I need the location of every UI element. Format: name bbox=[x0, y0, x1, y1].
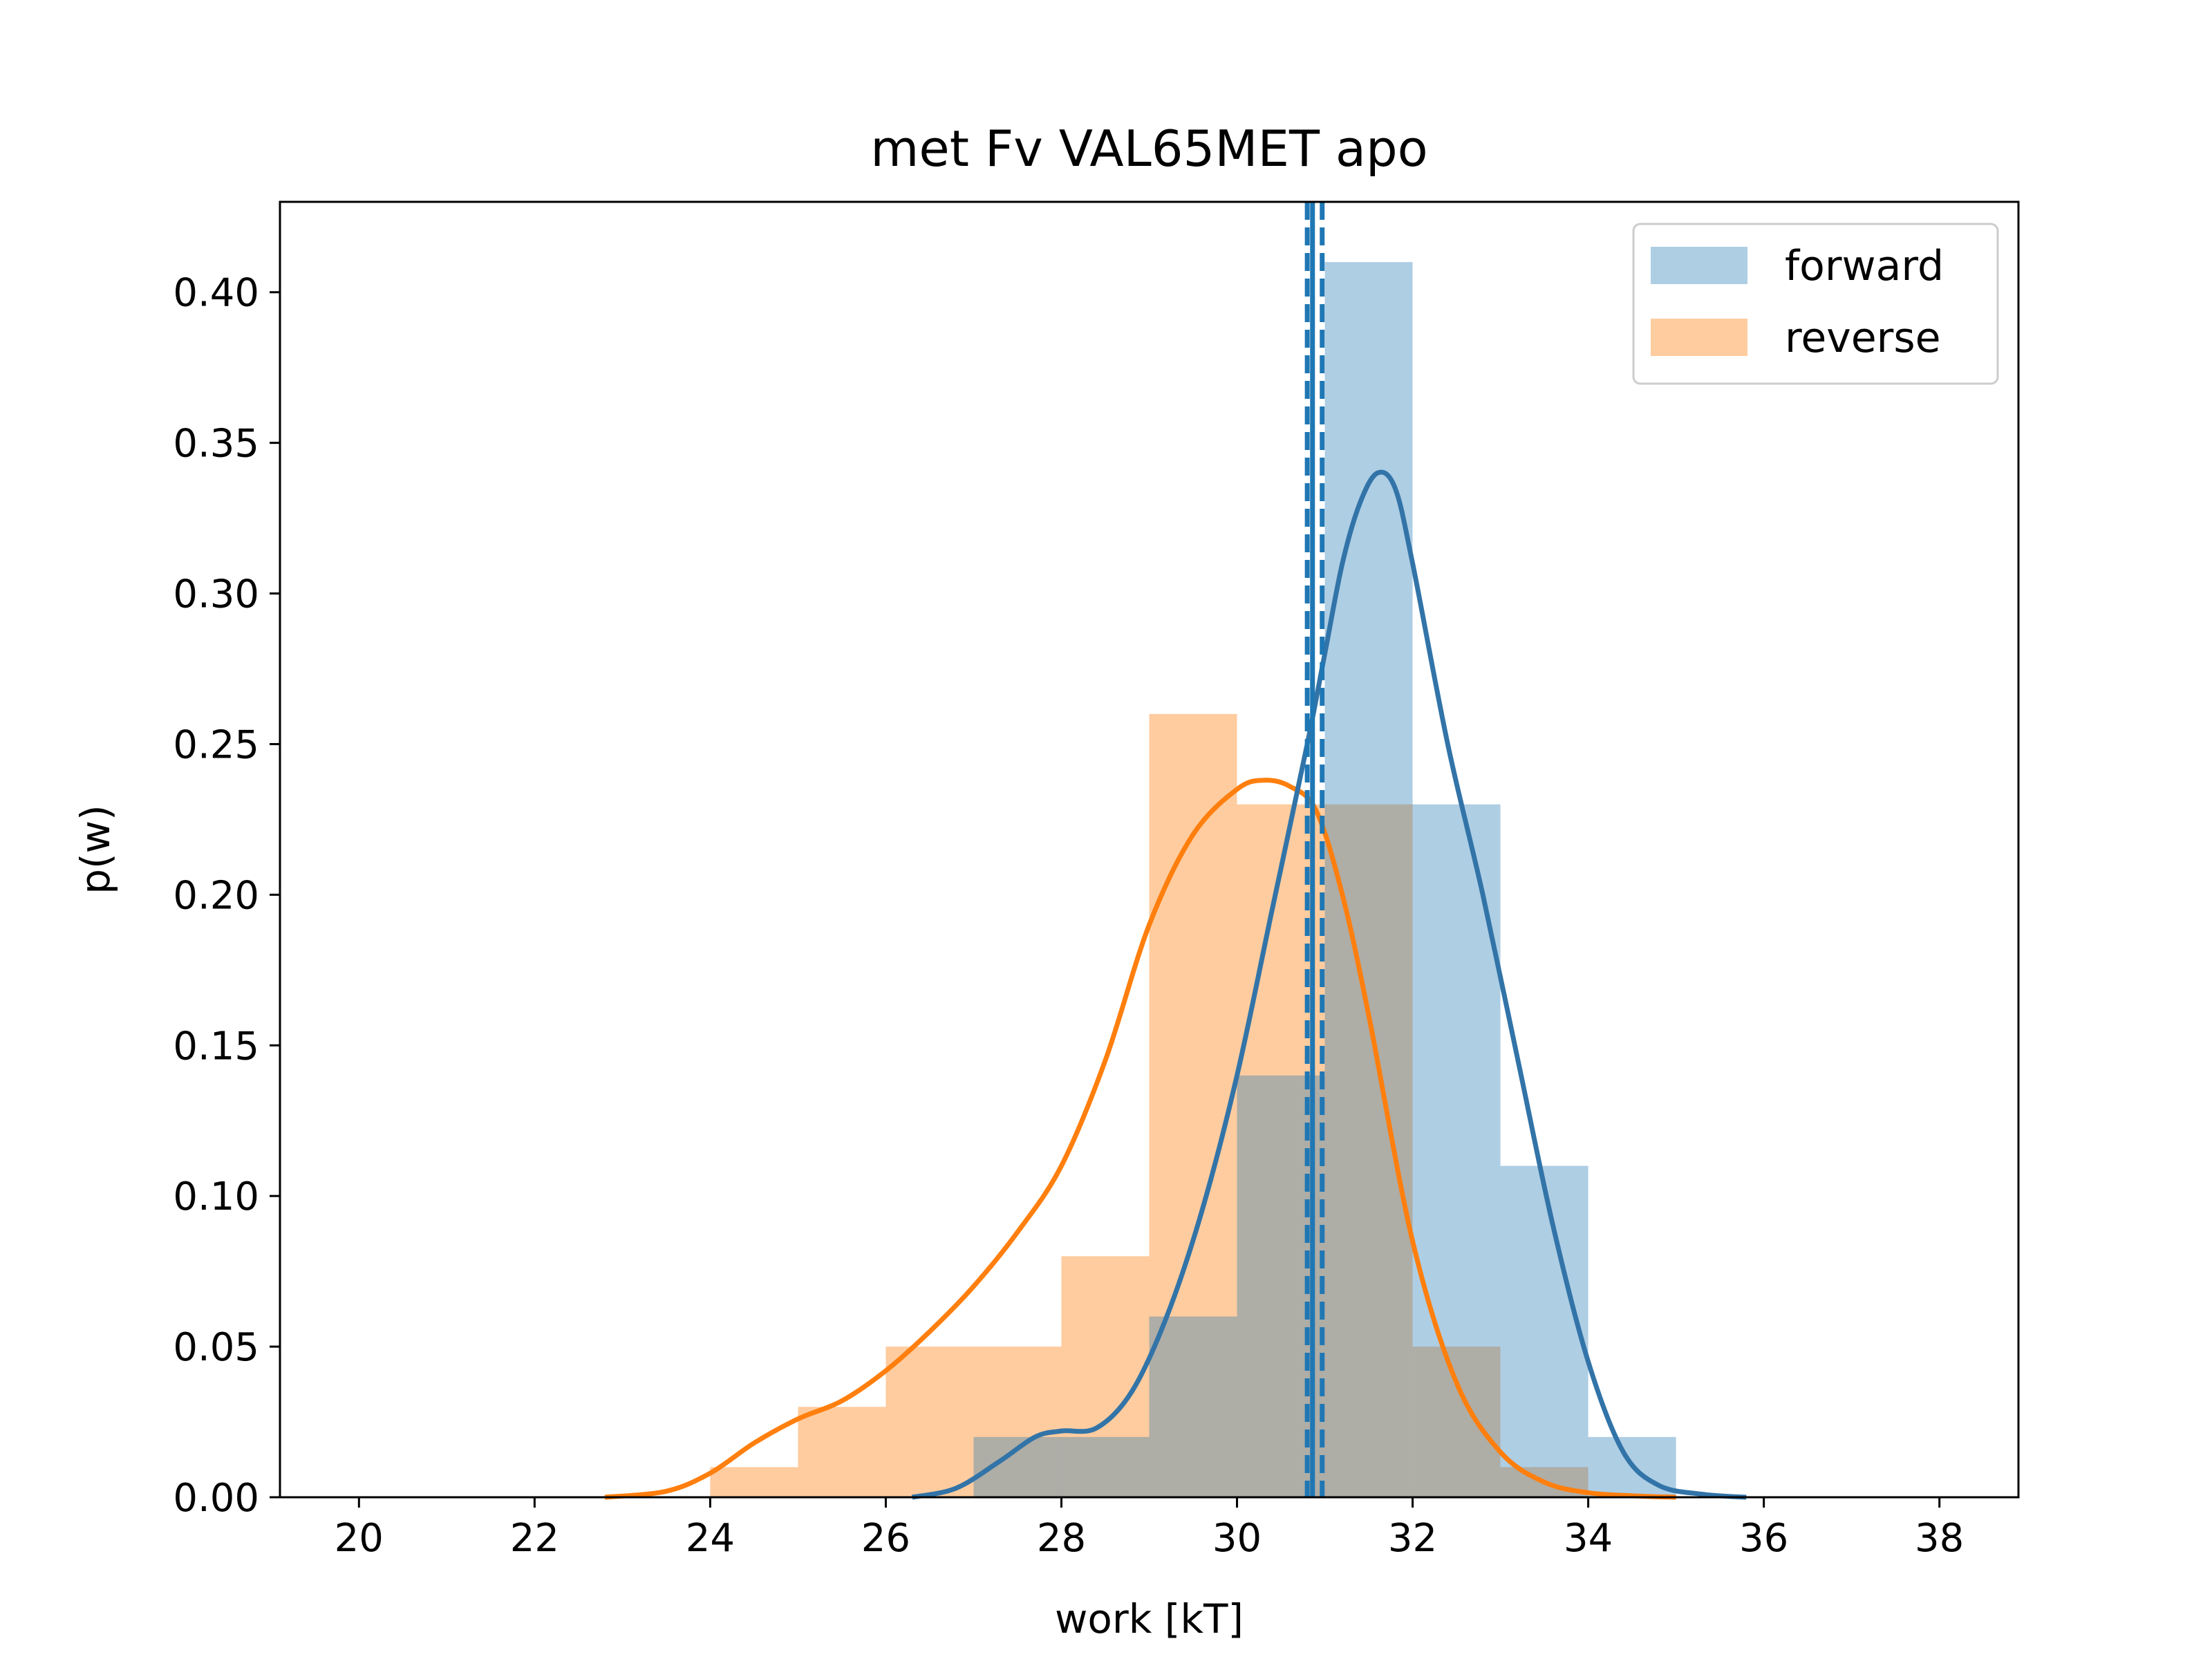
reverse-histogram-bar bbox=[973, 1347, 1062, 1497]
x-tick-label: 20 bbox=[335, 1516, 384, 1561]
y-tick-label: 0.40 bbox=[173, 271, 259, 316]
reverse-histogram-bar bbox=[1061, 1256, 1150, 1497]
x-tick-label: 28 bbox=[1037, 1516, 1086, 1561]
y-tick-label: 0.15 bbox=[173, 1024, 259, 1069]
x-axis-label: work [kT] bbox=[1055, 1595, 1244, 1642]
y-tick-label: 0.20 bbox=[173, 873, 259, 918]
forward-histogram-bar bbox=[1500, 1165, 1588, 1497]
forward-kde-line bbox=[911, 469, 1747, 1500]
forward-mean-lines bbox=[1304, 202, 1325, 1497]
legend-swatch-reverse bbox=[1651, 319, 1747, 356]
y-tick-label: 0.25 bbox=[173, 722, 259, 767]
reverse-histogram-bar bbox=[1412, 1347, 1501, 1497]
y-tick-label: 0.10 bbox=[173, 1174, 259, 1219]
x-tick-label: 22 bbox=[510, 1516, 559, 1561]
x-tick-label: 36 bbox=[1739, 1516, 1788, 1561]
y-tick-label: 0.05 bbox=[173, 1325, 259, 1370]
plot-frame bbox=[279, 200, 2020, 1499]
x-tick-label: 26 bbox=[861, 1516, 910, 1561]
legend: forward reverse bbox=[1632, 223, 1999, 385]
reverse-histogram-bar bbox=[1324, 804, 1413, 1497]
y-tick-label: 0.35 bbox=[173, 422, 259, 467]
reverse-kde-line bbox=[604, 778, 1676, 1500]
x-tick-label: 34 bbox=[1564, 1516, 1613, 1561]
legend-label-reverse: reverse bbox=[1785, 314, 1941, 362]
y-axis: 0.00 0.05 0.10 0.15 0.20 0.25 0.30 0.35 0.40 bbox=[173, 271, 280, 1521]
legend-label-forward: forward bbox=[1785, 242, 1944, 290]
reverse-histogram bbox=[710, 713, 1588, 1497]
reverse-histogram-bar bbox=[710, 1467, 798, 1497]
y-axis-label: p(w) bbox=[72, 805, 119, 894]
forward-histogram-bar bbox=[1149, 1316, 1237, 1497]
x-axis: 20 22 24 26 28 30 32 34 36 38 bbox=[335, 1497, 1964, 1561]
reverse-histogram-bar bbox=[885, 1347, 974, 1497]
kde-curves bbox=[604, 469, 1747, 1500]
y-tick-label: 0.00 bbox=[173, 1476, 259, 1521]
x-tick-label: 24 bbox=[686, 1516, 735, 1561]
reverse-histogram-bar bbox=[1149, 713, 1237, 1497]
x-tick-label: 38 bbox=[1915, 1516, 1964, 1561]
chart-title: met Fv VAL65MET apo bbox=[870, 120, 1427, 178]
y-tick-label: 0.30 bbox=[173, 572, 259, 617]
forward-histogram-bar bbox=[1061, 1436, 1150, 1497]
x-tick-label: 32 bbox=[1388, 1516, 1437, 1561]
x-tick-label: 30 bbox=[1212, 1516, 1262, 1561]
legend-box bbox=[1632, 223, 1999, 385]
reverse-histogram-bar bbox=[798, 1407, 886, 1497]
legend-swatch-forward bbox=[1651, 247, 1747, 284]
